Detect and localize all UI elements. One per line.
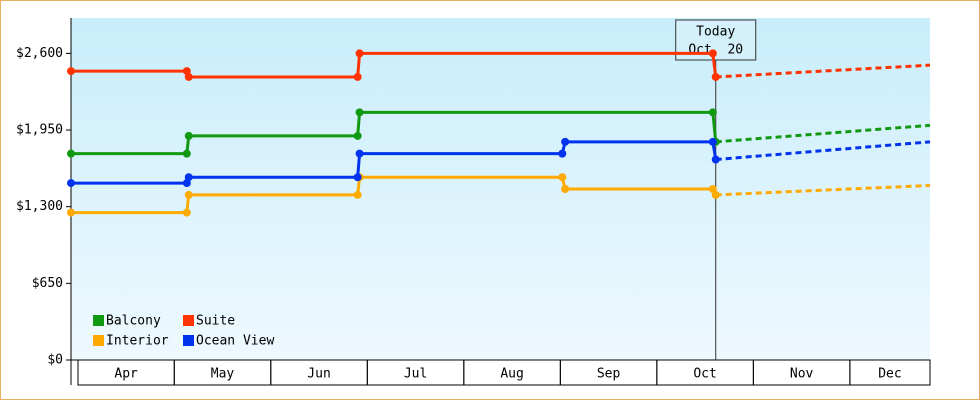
price-point [355, 108, 364, 117]
x-tick-label: Oct [693, 367, 716, 382]
forecast-line [715, 123, 931, 144]
price-point [708, 49, 717, 58]
legend-label: Interior [106, 334, 169, 349]
x-tick-label: Jun [307, 367, 330, 382]
price-point [708, 137, 717, 146]
price-point [67, 67, 75, 76]
today-label: Today [696, 25, 735, 40]
y-tick-label: $1,300 [16, 199, 63, 214]
legend-swatch [183, 315, 194, 326]
y-tick-label: $0 [47, 353, 63, 368]
x-tick-label: Aug [500, 367, 523, 382]
y-tick-label: $650 [32, 276, 63, 291]
legend-label: Balcony [106, 314, 161, 329]
legend-label: Ocean View [196, 334, 274, 349]
price-point [184, 72, 193, 81]
price-point [67, 179, 75, 188]
price-point [711, 190, 720, 199]
price-point [182, 208, 191, 217]
forecast-line [715, 63, 931, 79]
price-point [561, 137, 570, 146]
price-point [353, 72, 362, 81]
price-point [708, 108, 717, 117]
forecast-line [715, 140, 931, 162]
price-point [558, 149, 567, 158]
price-point [353, 190, 362, 199]
plot-area [71, 18, 930, 360]
x-tick-label: Sep [597, 367, 621, 382]
y-tick-label: $1,950 [16, 123, 63, 138]
legend-swatch [93, 315, 104, 326]
x-tick-label: May [211, 367, 235, 382]
price-point [561, 185, 570, 193]
legend-label: Suite [196, 314, 235, 329]
price-point [184, 173, 193, 182]
price-point [184, 190, 193, 199]
price-point [711, 155, 720, 164]
x-tick-label: Nov [790, 367, 814, 382]
month-band [849, 359, 931, 386]
price-point [67, 149, 75, 158]
price-point [182, 149, 191, 158]
y-tick-label: $2,600 [16, 46, 63, 61]
price-point [355, 49, 364, 58]
price-point [67, 208, 75, 217]
x-tick-label: Apr [114, 367, 138, 382]
legend-swatch [93, 335, 104, 346]
price-point [353, 173, 362, 182]
price-point [184, 131, 193, 140]
legend-swatch [183, 335, 194, 346]
forecast-line [715, 183, 931, 197]
price-point [353, 131, 362, 140]
price-point [355, 149, 364, 158]
price-point [711, 72, 720, 81]
x-tick-label: Dec [878, 367, 901, 382]
x-tick-label: Jul [404, 367, 427, 382]
price-point [558, 173, 567, 182]
